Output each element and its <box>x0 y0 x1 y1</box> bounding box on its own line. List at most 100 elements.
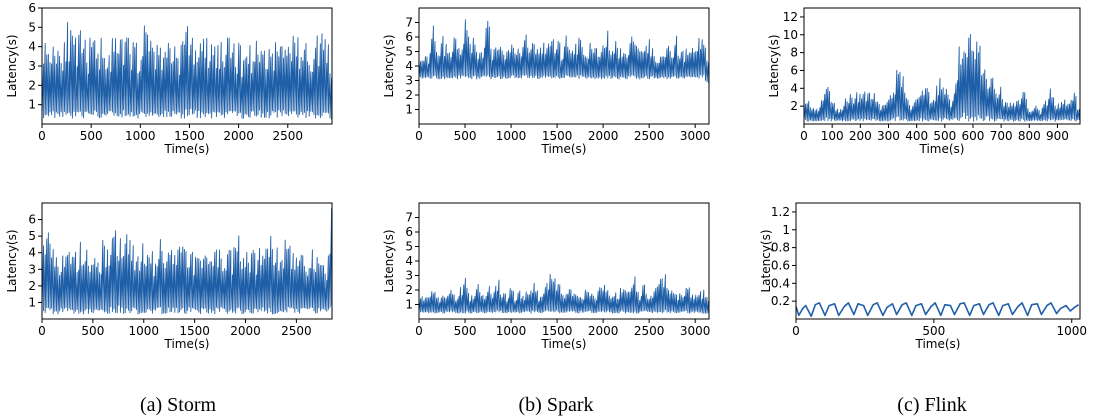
y-axis-label: Latency(s) <box>5 229 19 292</box>
x-tick-label: 2000 <box>588 324 619 338</box>
x-tick-label: 1500 <box>542 324 573 338</box>
y-tick-label: 5 <box>28 229 36 243</box>
x-tick-label: 500 <box>454 324 477 338</box>
series-line <box>41 22 333 120</box>
x-tick-label: 2000 <box>588 129 619 143</box>
x-tick-label: 500 <box>933 129 956 143</box>
y-tick-label: 4 <box>405 254 413 268</box>
x-axis-label: Time(s) <box>919 142 965 156</box>
caption-flink: (c) Flink <box>897 394 967 416</box>
y-tick-label: 4 <box>405 59 413 73</box>
x-tick-label: 2500 <box>272 129 303 143</box>
y-tick-label: 2 <box>405 283 413 297</box>
y-tick-label: 4 <box>790 81 798 95</box>
y-tick-label: 6 <box>28 213 36 227</box>
y-tick-label: 1 <box>782 223 790 237</box>
y-tick-label: 5 <box>405 240 413 254</box>
panel-storm-bottom: 0 500 1000 1500 2000 2500 1 2 3 4 5 6 Time(s) Latency… <box>5 202 333 351</box>
y-tick-label: 1 <box>28 98 36 112</box>
y-tick-label: 0.4 <box>771 276 790 290</box>
caption-spark: (b) Spark <box>518 394 594 416</box>
x-tick-label: 500 <box>80 129 103 143</box>
x-tick-label: 1000 <box>1056 324 1087 338</box>
y-axis-label: Latency(s) <box>759 229 773 292</box>
y-axis-label: Latency(s) <box>382 229 396 292</box>
x-tick-label: 1000 <box>128 324 159 338</box>
y-tick-label: 4 <box>28 246 36 260</box>
y-tick-label: 0.8 <box>771 241 790 255</box>
y-tick-label: 12 <box>783 10 798 24</box>
x-tick-label: 1000 <box>496 129 527 143</box>
y-tick-label: 6 <box>28 1 36 15</box>
series-line <box>803 34 1080 122</box>
caption-storm: (a) Storm <box>139 394 217 416</box>
x-tick-label: 0 <box>792 324 800 338</box>
series-line <box>41 207 333 315</box>
y-tick-label: 1 <box>405 298 413 312</box>
x-tick-label: 3000 <box>680 324 711 338</box>
y-tick-label: 0.6 <box>771 258 790 272</box>
x-tick-label: 1500 <box>542 129 573 143</box>
x-tick-label: 500 <box>922 324 945 338</box>
x-tick-label: 300 <box>877 129 900 143</box>
y-axis-label: Latency(s) <box>767 34 781 97</box>
axes-frame <box>795 202 1081 320</box>
y-tick-label: 5 <box>28 20 36 34</box>
y-tick-label: 5 <box>405 45 413 59</box>
y-tick-label: 8 <box>790 46 798 60</box>
x-tick-label: 1500 <box>174 129 205 143</box>
x-tick-label: 2500 <box>281 324 312 338</box>
x-tick-label: 200 <box>849 129 872 143</box>
y-tick-label: 2 <box>28 279 36 293</box>
y-tick-label: 4 <box>28 40 36 54</box>
y-tick-label: 7 <box>405 16 413 30</box>
x-tick-label: 500 <box>81 324 104 338</box>
y-tick-label: 2 <box>405 88 413 102</box>
x-axis-label: Time(s) <box>164 337 210 351</box>
series-line <box>418 273 710 314</box>
x-tick-label: 1000 <box>125 129 156 143</box>
series-line <box>418 19 710 84</box>
x-tick-label: 2000 <box>223 129 254 143</box>
x-axis-label: Time(s) <box>541 142 587 156</box>
panel-flink-bottom: 0 500 1000 0.2 0.4 0.6 0.8 1 1.2 Time(s) Latency(s… <box>759 202 1087 351</box>
x-tick-label: 0 <box>38 129 46 143</box>
y-tick-label: 2 <box>28 78 36 92</box>
y-tick-label: 6 <box>405 30 413 44</box>
x-tick-label: 2500 <box>634 324 665 338</box>
panel-storm-top: 0 500 1000 1500 2000 2500 1 2 3 4 5 6 Time(s) Latency… <box>5 1 333 156</box>
x-axis-label: Time(s) <box>164 142 210 156</box>
y-tick-label: 6 <box>405 225 413 239</box>
x-tick-label: 500 <box>454 129 477 143</box>
y-axis-label: Latency(s) <box>382 34 396 97</box>
x-tick-label: 1000 <box>496 324 527 338</box>
x-tick-label: 600 <box>962 129 985 143</box>
x-tick-label: 3000 <box>680 129 711 143</box>
x-tick-label: 1500 <box>179 324 210 338</box>
axes-frame <box>41 202 333 320</box>
y-tick-label: 1 <box>405 103 413 117</box>
y-tick-label: 3 <box>405 74 413 88</box>
y-axis-label: Latency(s) <box>5 34 19 97</box>
x-tick-label: 100 <box>821 129 844 143</box>
y-tick-label: 3 <box>28 262 36 276</box>
x-tick-label: 0 <box>415 129 423 143</box>
y-tick-label: 1 <box>28 295 36 309</box>
x-tick-label: 800 <box>1018 129 1041 143</box>
x-axis-label: Time(s) <box>915 337 961 351</box>
x-tick-label: 0 <box>415 324 423 338</box>
x-tick-label: 0 <box>800 129 808 143</box>
x-tick-label: 2000 <box>230 324 261 338</box>
x-tick-label: 0 <box>38 324 46 338</box>
y-tick-label: 3 <box>405 269 413 283</box>
y-tick-label: 6 <box>790 63 798 77</box>
y-tick-label: 10 <box>783 28 798 42</box>
x-tick-label: 400 <box>905 129 928 143</box>
axes-frame <box>803 7 1081 125</box>
y-tick-label: 2 <box>790 99 798 113</box>
panel-flink-top: 0 100 200 300 400 500 600 700 800 900 2 4 6 8 10 12 Time… <box>767 7 1081 156</box>
y-tick-label: 0.2 <box>771 294 790 308</box>
